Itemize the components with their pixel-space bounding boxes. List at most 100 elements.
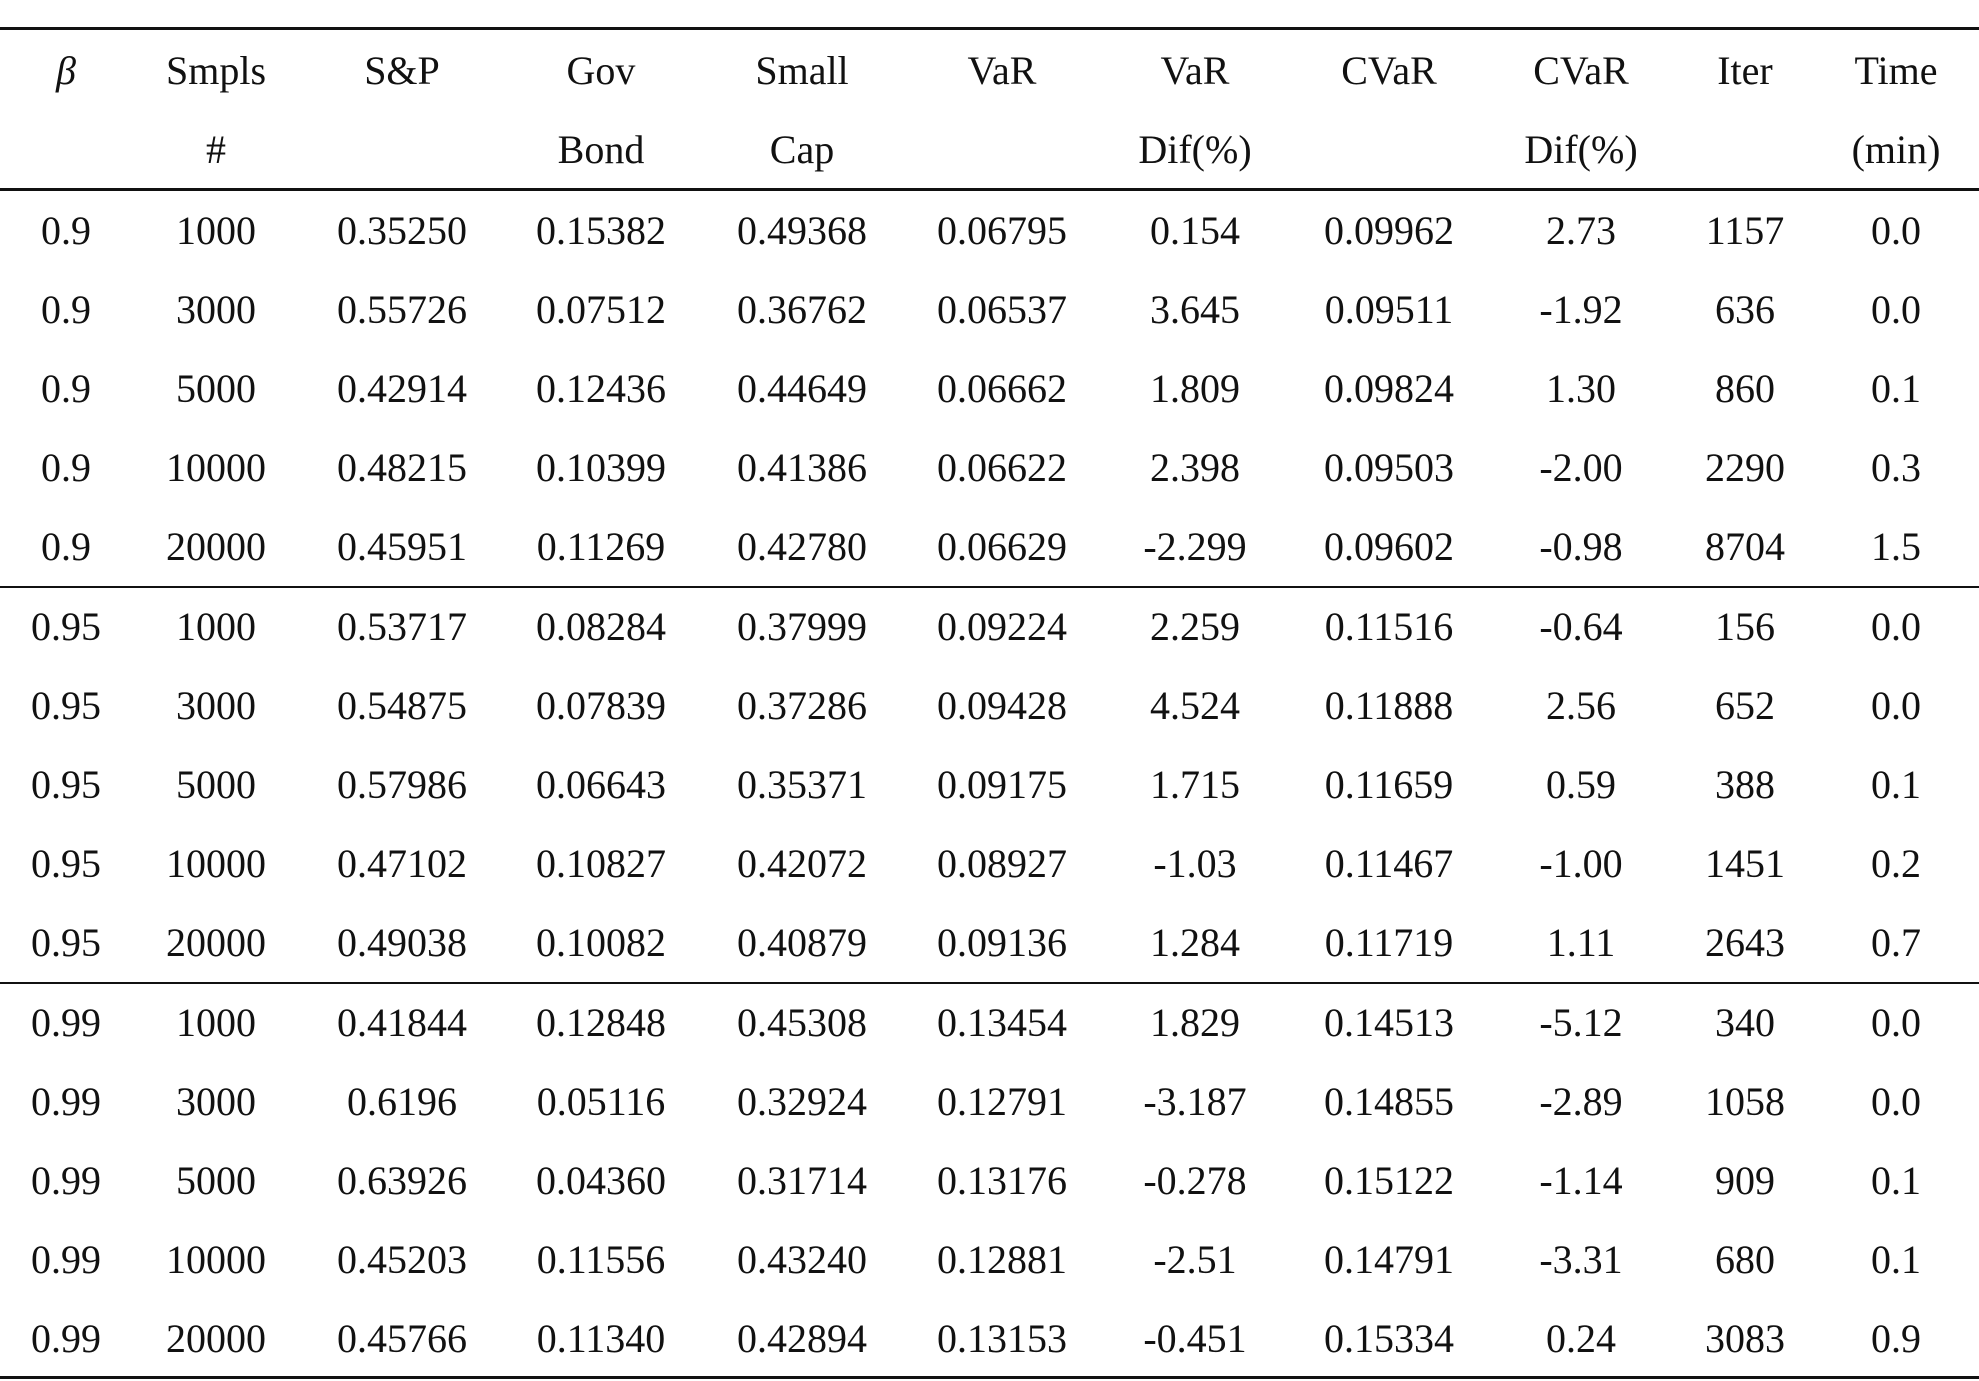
table-cell: 0.47102 [337, 841, 467, 886]
table-cell: 0.11659 [1324, 762, 1454, 807]
header-cell: Dif(%) [1138, 127, 1252, 172]
table-cell: 1058 [1705, 1079, 1785, 1124]
table-cell: 1000 [176, 604, 256, 649]
table-cell: 1451 [1705, 841, 1785, 886]
table-cell: 909 [1715, 1158, 1775, 1203]
table-cell: 0.2 [1871, 841, 1921, 886]
table-cell: 0.10827 [536, 841, 666, 886]
table-cell: 652 [1715, 683, 1775, 728]
table-cell: 0.12436 [536, 366, 666, 411]
table-cell: 0.0 [1871, 683, 1921, 728]
table-cell: -5.12 [1539, 1000, 1623, 1045]
table-cell: 0.95 [31, 683, 101, 728]
table-cell: 0.99 [31, 1316, 101, 1361]
header-cell: β [56, 48, 76, 93]
table-cell: 0.12791 [937, 1079, 1067, 1124]
table-cell: 0.37999 [737, 604, 867, 649]
table-cell: 1.715 [1150, 762, 1240, 807]
table-cell: 20000 [166, 920, 266, 965]
table-cell: 0.15122 [1324, 1158, 1454, 1203]
table-cell: 2.398 [1150, 445, 1240, 490]
table-cell: 0.99 [31, 1158, 101, 1203]
table-cell: 0.48215 [337, 445, 467, 490]
table-cell: 0.41386 [737, 445, 867, 490]
table-cell: 0.24 [1546, 1316, 1616, 1361]
table-cell: 2643 [1705, 920, 1785, 965]
table-cell: 0.05116 [536, 1079, 666, 1124]
table-cell: 0.42894 [737, 1316, 867, 1361]
table-cell: 3000 [176, 287, 256, 332]
table-cell: 0.42914 [337, 366, 467, 411]
header-cell: Gov [566, 48, 636, 93]
table-cell: 0.06629 [937, 524, 1067, 569]
table-cell: 3083 [1705, 1316, 1785, 1361]
table-cell: 0.45308 [737, 1000, 867, 1045]
table-cell: 0.32924 [737, 1079, 867, 1124]
table-cell: 0.0 [1871, 287, 1921, 332]
table-cell: 3000 [176, 1079, 256, 1124]
table-cell: 5000 [176, 762, 256, 807]
table-cell: -3.187 [1143, 1079, 1247, 1124]
table-cell: 0.9 [1871, 1316, 1921, 1361]
table-cell: 0.9 [41, 445, 91, 490]
table-cell: -1.92 [1539, 287, 1623, 332]
table-cell: 0.9 [41, 208, 91, 253]
table-cell: 0.37286 [737, 683, 867, 728]
table-cell: 0.55726 [337, 287, 467, 332]
header-cell: CVaR [1533, 48, 1629, 93]
table-cell: 0.9 [41, 287, 91, 332]
table-cell: 0.12848 [536, 1000, 666, 1045]
table-cell: 0.49038 [337, 920, 467, 965]
table-cell: 340 [1715, 1000, 1775, 1045]
table-cell: 0.15334 [1324, 1316, 1454, 1361]
table-cell: 0.13153 [937, 1316, 1067, 1361]
table-cell: 2290 [1705, 445, 1785, 490]
table-cell: 0.15382 [536, 208, 666, 253]
table-cell: 0.14855 [1324, 1079, 1454, 1124]
header-cell: Smpls [165, 48, 267, 93]
table-cell: 0.06622 [937, 445, 1067, 490]
table-cell: 8704 [1705, 524, 1785, 569]
table-cell: 3.645 [1150, 287, 1240, 332]
header-cell: # [206, 127, 226, 172]
table-cell: 0.45951 [337, 524, 467, 569]
table-cell: 0.13176 [937, 1158, 1067, 1203]
table-cell: 2.56 [1546, 683, 1616, 728]
table-cell: -2.299 [1143, 524, 1247, 569]
table-cell: 0.45203 [337, 1237, 467, 1282]
table-cell: 0.07839 [536, 683, 666, 728]
table-cell: -1.03 [1153, 841, 1237, 886]
header-cell: Small [755, 48, 849, 93]
table-cell: 636 [1715, 287, 1775, 332]
table-cell: 0.09962 [1324, 208, 1454, 253]
table-cell: 5000 [176, 1158, 256, 1203]
table-cell: 0.95 [31, 762, 101, 807]
table-cell: 2.259 [1150, 604, 1240, 649]
table-cell: 0.0 [1871, 1000, 1921, 1045]
table-cell: 0.7 [1871, 920, 1921, 965]
table-cell: 0.1 [1871, 1237, 1921, 1282]
header-cell: VaR [1160, 48, 1230, 93]
table-cell: 1.284 [1150, 920, 1240, 965]
table-cell: 0.40879 [737, 920, 867, 965]
table-cell: 0.0 [1871, 604, 1921, 649]
table-cell: 0.09824 [1324, 366, 1454, 411]
table-cell: -1.00 [1539, 841, 1623, 886]
table-cell: 0.09224 [937, 604, 1067, 649]
table-cell: 0.06795 [937, 208, 1067, 253]
table-cell: 1.829 [1150, 1000, 1240, 1045]
table-cell: 0.10082 [536, 920, 666, 965]
table-cell: 0.10399 [536, 445, 666, 490]
table-cell: 0.45766 [337, 1316, 467, 1361]
table-cell: 0.154 [1150, 208, 1240, 253]
table-cell: 0.06662 [937, 366, 1067, 411]
table-cell: 0.09175 [937, 762, 1067, 807]
table-cell: -3.31 [1539, 1237, 1623, 1282]
table-cell: 0.95 [31, 604, 101, 649]
table-cell: 0.0 [1871, 208, 1921, 253]
table-cell: 0.35250 [337, 208, 467, 253]
table-cell: 0.09428 [937, 683, 1067, 728]
table-cell: -2.89 [1539, 1079, 1623, 1124]
table-cell: 0.09511 [1324, 287, 1454, 332]
